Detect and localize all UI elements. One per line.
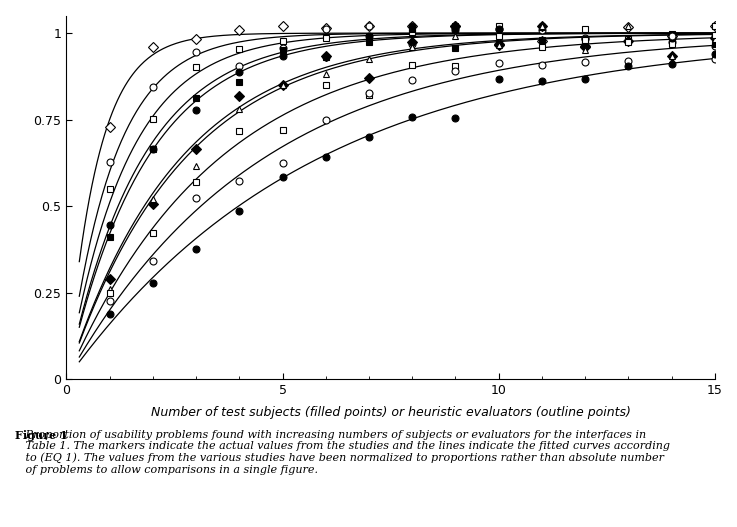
Text: Figure 1: Figure 1 [15, 430, 67, 441]
X-axis label: Number of test subjects (filled points) or heuristic evaluators (outline points): Number of test subjects (filled points) … [150, 406, 631, 418]
Text: Proportion of usability problems found with increasing numbers of subjects or ev: Proportion of usability problems found w… [15, 430, 670, 475]
